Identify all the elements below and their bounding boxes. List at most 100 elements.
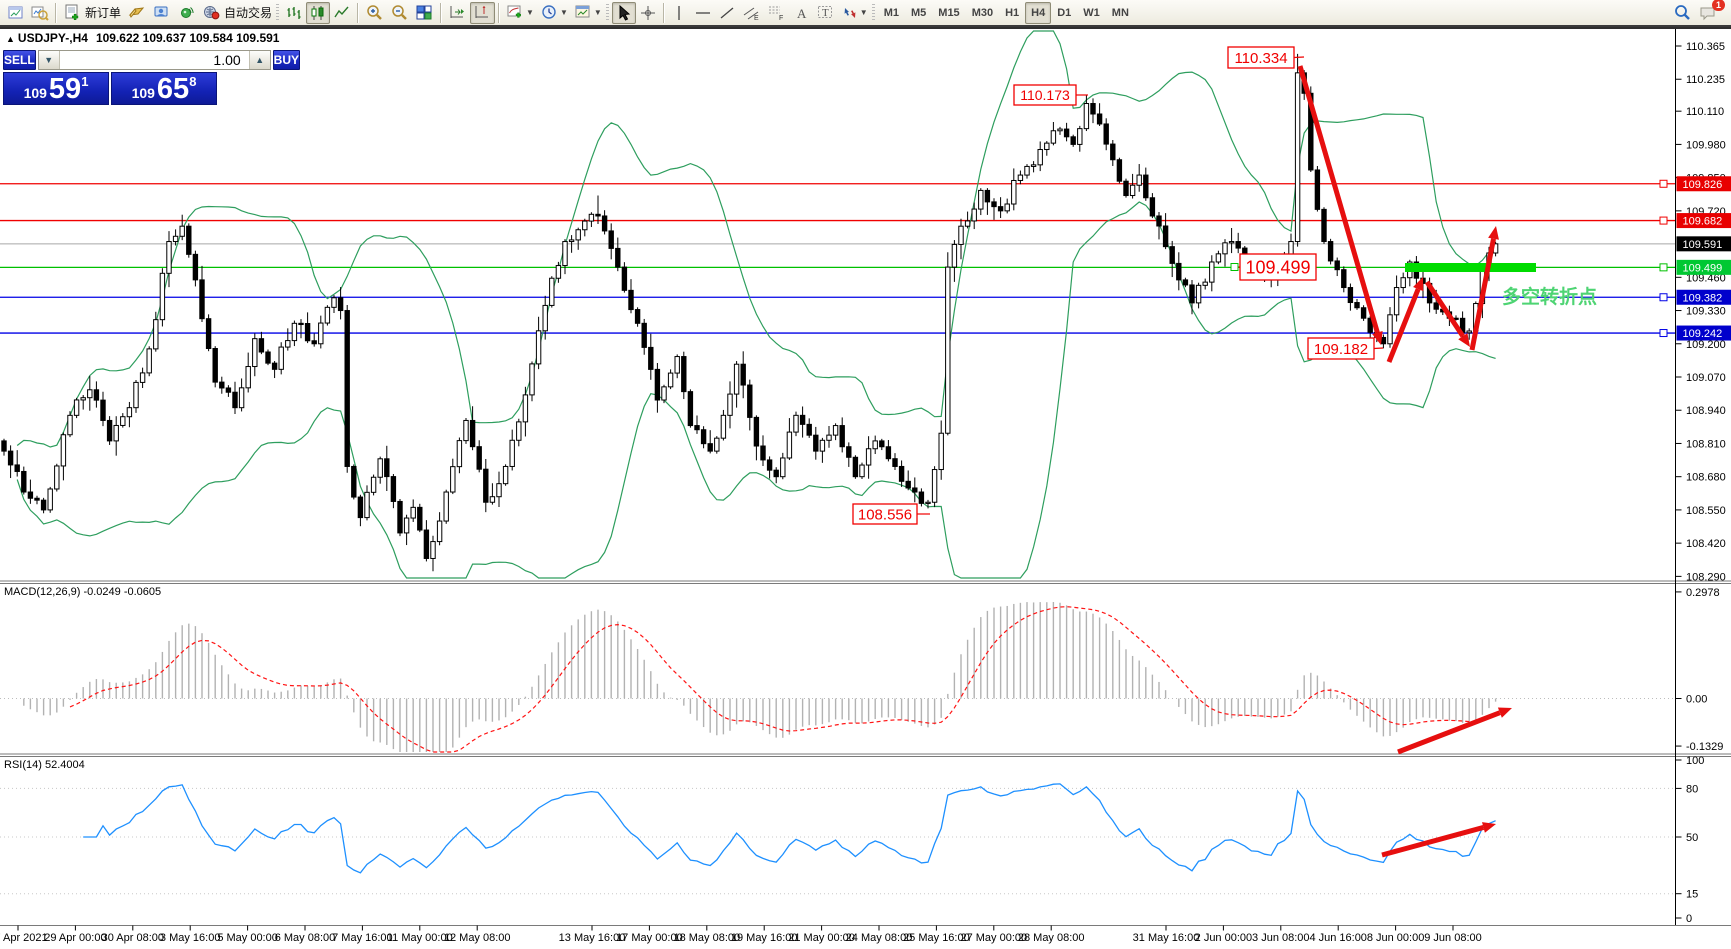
history-center-icon[interactable] <box>124 2 149 24</box>
line-handle[interactable] <box>1659 263 1668 272</box>
auto-trading-button[interactable]: 自动交易 <box>199 2 275 24</box>
trend-arrow[interactable] <box>1297 65 1380 334</box>
trend-arrow[interactable] <box>1397 710 1501 755</box>
channel-tool-icon[interactable]: E <box>739 2 764 24</box>
svg-text:110.110: 110.110 <box>1686 106 1724 118</box>
text-label-tool-icon[interactable]: T <box>813 2 838 24</box>
chart-shift-icon[interactable] <box>470 1 496 24</box>
horizontal-line-objects[interactable] <box>0 179 1676 338</box>
svg-text:31 May 16:00: 31 May 16:00 <box>1133 932 1200 944</box>
horizontal-line-tool-icon[interactable] <box>691 2 715 24</box>
trendline-tool-icon[interactable] <box>715 2 739 24</box>
timeframe-button-M30[interactable]: M30 <box>971 6 994 19</box>
line-handle[interactable] <box>1659 179 1668 188</box>
price-annotation-box[interactable] <box>1307 337 1375 360</box>
timeframe-button-W1[interactable]: W1 <box>1083 6 1100 19</box>
volume-input[interactable] <box>59 51 249 69</box>
line-handle[interactable] <box>1659 293 1668 302</box>
indicators-menu-button[interactable]: ▼ <box>503 2 537 24</box>
timeframe-button-M1[interactable]: M1 <box>883 6 899 19</box>
templates-menu-button[interactable]: ▼ <box>571 2 605 24</box>
toolbar-separator <box>357 2 360 23</box>
price-annotation-box[interactable] <box>1013 84 1077 106</box>
client-terminal-icon[interactable] <box>149 2 174 24</box>
buy-price[interactable]: 109 65 8 <box>111 72 217 105</box>
line-handle[interactable] <box>1659 216 1668 225</box>
sell-price[interactable]: 109 59 1 <box>3 72 109 105</box>
trend-arrow-head[interactable] <box>1413 277 1424 292</box>
new-order-button[interactable]: 新订单 <box>60 2 124 24</box>
svg-text:12 May 08:00: 12 May 08:00 <box>444 932 511 944</box>
cursor-tool-icon[interactable] <box>611 1 636 24</box>
svg-text:E: E <box>754 15 759 22</box>
chinese-note-text[interactable]: 多空转折点 <box>1502 285 1597 308</box>
fibonacci-tool-icon[interactable]: F <box>764 2 789 24</box>
svg-text:110.365: 110.365 <box>1686 41 1725 53</box>
drawing-objects[interactable]: 110.334 110.173 109.499 109.182 108.556 多空转折点 <box>852 46 1597 858</box>
price-annotation-box[interactable] <box>1239 253 1317 281</box>
svg-text:109.200: 109.200 <box>1686 339 1726 351</box>
volume-decrease-button[interactable]: ▼ <box>38 51 60 69</box>
svg-text:-0.1329: -0.1329 <box>1686 741 1723 753</box>
periods-menu-button[interactable]: ▼ <box>537 2 571 24</box>
toolbar-separator <box>662 2 665 23</box>
line-handle[interactable] <box>1230 263 1239 271</box>
new-chart-icon[interactable] <box>4 2 28 24</box>
tile-windows-icon[interactable] <box>412 2 437 24</box>
chart-symbol-title: ▲ USDJPY-,H4 109.622 109.637 109.584 109.5… <box>6 31 279 45</box>
price-annotation-box[interactable] <box>852 503 918 525</box>
bollinger-upper-band <box>16 30 1497 448</box>
zoom-out-icon[interactable] <box>387 2 412 24</box>
candlestick-chart-type-icon[interactable] <box>306 1 331 24</box>
timeframe-button-D1[interactable]: D1 <box>1057 6 1072 19</box>
trend-arrow-head[interactable] <box>1488 226 1499 240</box>
volume-increase-button[interactable]: ▲ <box>248 51 270 69</box>
sell-button[interactable]: SELL <box>3 50 36 70</box>
bar-chart-type-icon[interactable] <box>282 2 306 24</box>
svg-text:108.290: 108.290 <box>1686 571 1726 583</box>
timeframe-button-M15[interactable]: M15 <box>938 6 960 19</box>
buy-button[interactable]: BUY <box>272 50 301 70</box>
vertical-line-tool-icon[interactable] <box>668 2 691 24</box>
auto-scroll-icon[interactable] <box>445 2 470 24</box>
search-icon[interactable] <box>1669 2 1695 24</box>
svg-text:108.940: 108.940 <box>1686 405 1726 417</box>
svg-text:15: 15 <box>1686 889 1698 901</box>
trend-arrow[interactable] <box>1381 824 1485 858</box>
arrows-tool-button[interactable]: ▼ <box>838 2 871 24</box>
svg-text:24 May 08:00: 24 May 08:00 <box>846 932 913 944</box>
support-zone-rectangle[interactable] <box>1405 263 1536 272</box>
line-chart-type-icon[interactable] <box>330 2 354 24</box>
svg-text:109.460: 109.460 <box>1686 272 1726 284</box>
trend-arrow-head[interactable] <box>1372 330 1383 345</box>
svg-text:109.330: 109.330 <box>1686 306 1726 318</box>
timeframe-button-M5[interactable]: M5 <box>911 6 927 19</box>
trend-arrow-head[interactable] <box>1497 707 1512 718</box>
dropdown-caret: ▼ <box>593 8 602 17</box>
signals-icon[interactable] <box>174 2 199 24</box>
toolbar-grip[interactable] <box>871 3 875 22</box>
svg-text:T: T <box>822 7 829 19</box>
svg-text:3 May 16:00: 3 May 16:00 <box>160 932 221 944</box>
crosshair-tool-icon[interactable] <box>636 2 660 24</box>
main-toolbar: 新订单 自动交易 <box>0 0 1731 27</box>
timeframe-button-H4[interactable]: H4 <box>1025 1 1052 24</box>
svg-text:28 May 08:00: 28 May 08:00 <box>1018 932 1085 944</box>
line-handle[interactable] <box>1659 329 1668 338</box>
toolbar-grip[interactable] <box>276 3 280 22</box>
timeframe-button-H1[interactable]: H1 <box>1005 6 1020 19</box>
timeframe-button-MN[interactable]: MN <box>1111 6 1129 19</box>
text-tool-icon[interactable]: A <box>789 2 813 24</box>
profiles-icon[interactable] <box>28 2 52 24</box>
trend-arrow[interactable] <box>1469 238 1496 351</box>
sell-price-sup: 1 <box>81 74 89 89</box>
collapse-triangle-icon[interactable]: ▲ <box>6 34 15 44</box>
chat-notifications-button[interactable]: 1 <box>1695 0 1725 24</box>
price-annotation-box[interactable] <box>1227 46 1295 69</box>
zoom-in-icon[interactable] <box>362 2 387 24</box>
trend-arrow-head[interactable] <box>1458 333 1470 347</box>
toolbar-grip[interactable] <box>605 3 609 22</box>
trend-arrow-head[interactable] <box>1482 822 1496 833</box>
trend-arrow[interactable] <box>1386 288 1421 363</box>
trend-arrow[interactable] <box>1424 280 1465 338</box>
